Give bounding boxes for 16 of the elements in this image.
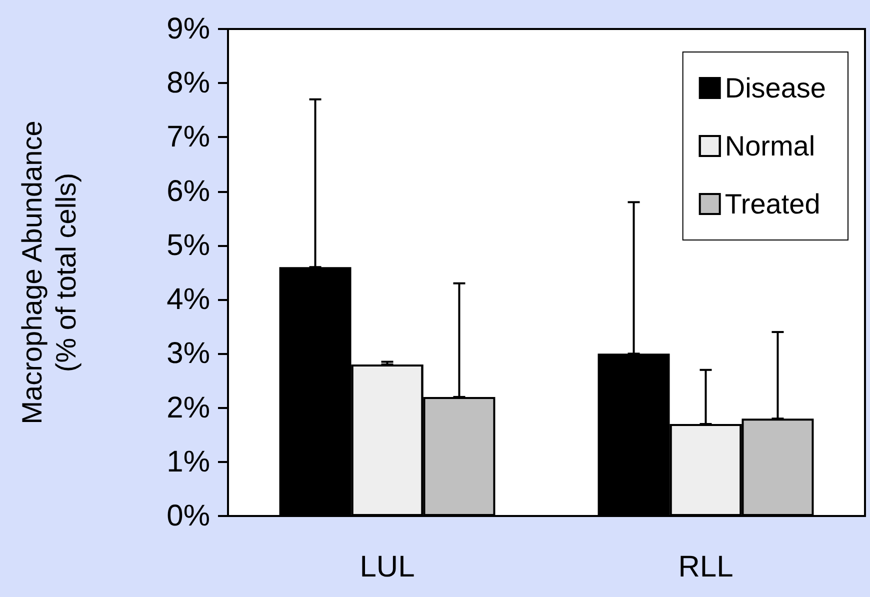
legend-label: Normal (724, 130, 816, 162)
x-tick-label: RLL (678, 550, 734, 584)
y-tick-label: 2% (166, 391, 210, 424)
y-tick-label: 5% (166, 228, 210, 262)
y-axis-title: Macrophage Abundance (% of total cells) (16, 120, 82, 424)
legend-label: Disease (724, 72, 826, 104)
y-tick-label: 4% (166, 283, 210, 316)
y-tick-label: 9% (166, 12, 210, 46)
y-tick-label: 6% (166, 174, 210, 208)
y-tick-label: 7% (166, 120, 210, 154)
y-tick-label: 1% (166, 445, 210, 478)
legend-label: Treated (724, 188, 820, 220)
y-tick-label: 8% (166, 66, 210, 100)
y-tick-label: 3% (166, 337, 210, 370)
x-tick-label: LUL (360, 550, 415, 584)
y-tick-label: 0% (166, 500, 210, 532)
